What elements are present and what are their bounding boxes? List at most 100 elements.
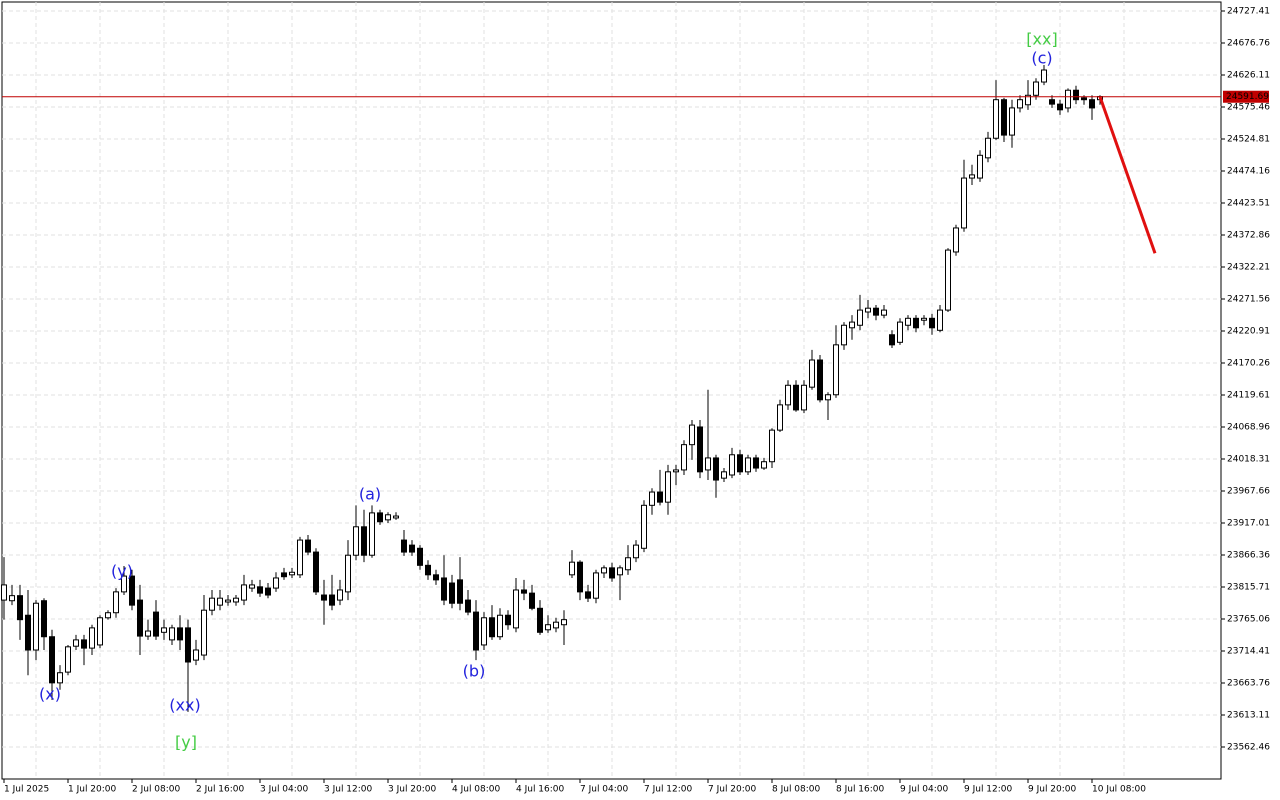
candle-body: [489, 617, 495, 638]
candle-body: [761, 461, 767, 469]
candle-body: [673, 469, 679, 473]
candle-body: [849, 321, 855, 329]
candle-body: [33, 602, 39, 651]
y-tick-label: 24322.21: [1227, 262, 1270, 272]
y-tick-label: 24018.31: [1227, 454, 1270, 464]
x-tick-label: 9 Jul 12:00: [964, 785, 1013, 795]
x-tick-label: 8 Jul 16:00: [836, 785, 885, 795]
x-tick-label: 3 Jul 04:00: [260, 785, 309, 795]
candle-body: [985, 137, 991, 159]
candle-body: [249, 584, 255, 589]
x-tick-label: 7 Jul 20:00: [708, 785, 757, 795]
y-tick-label: 24575.46: [1227, 102, 1270, 112]
candle-body: [41, 600, 47, 638]
candle-body: [1, 584, 7, 601]
candle-body: [833, 344, 839, 396]
candle-body: [553, 621, 559, 629]
x-tick-label: 7 Jul 12:00: [644, 785, 693, 795]
y-tick-label: 23967.66: [1227, 486, 1270, 496]
candle-body: [153, 611, 159, 637]
candle-body: [465, 599, 471, 613]
candle-body: [497, 614, 503, 638]
y-tick-label: 24271.56: [1227, 294, 1270, 304]
candle-body: [353, 526, 359, 556]
candle-body: [913, 317, 919, 329]
candle-body: [289, 571, 295, 576]
candle-body: [193, 649, 199, 661]
candle-body: [737, 454, 743, 473]
x-tick-label: 7 Jul 04:00: [580, 785, 629, 795]
wave-label: (a): [359, 485, 381, 504]
x-tick-label: 2 Jul 08:00: [132, 785, 181, 795]
wave-label: (y): [111, 562, 133, 581]
candle-body: [713, 457, 719, 481]
candle-body: [145, 630, 151, 637]
candle-body: [425, 564, 431, 576]
candle-body: [569, 561, 575, 576]
candle-body: [65, 646, 71, 673]
candle-body: [593, 572, 599, 599]
y-tick-label: 23714.41: [1227, 646, 1270, 656]
candle-body: [241, 584, 247, 601]
candle-body: [897, 321, 903, 343]
y-tick-label: 23917.01: [1227, 518, 1270, 528]
y-tick-label: 24372.86: [1227, 230, 1270, 240]
candle-body: [881, 309, 887, 316]
wave-label: (x): [39, 685, 61, 704]
x-tick-label: 3 Jul 20:00: [388, 785, 437, 795]
candle-body: [745, 457, 751, 473]
x-tick-label: 4 Jul 08:00: [452, 785, 501, 795]
candle-body: [57, 672, 63, 684]
current-price-label: 24591.69: [1226, 92, 1269, 102]
candle-body: [81, 639, 87, 649]
candle-body: [577, 561, 583, 593]
y-tick-label: 24676.76: [1227, 38, 1270, 48]
candle-body: [329, 594, 335, 606]
current-price-box: [1223, 90, 1269, 103]
candle-body: [137, 599, 143, 637]
projection-line: [1098, 96, 1157, 254]
y-tick-label: 24727.41: [1227, 6, 1270, 16]
candle-body: [801, 384, 807, 411]
candle-body: [521, 589, 527, 594]
candle-body: [1049, 99, 1055, 105]
candle-body: [161, 627, 167, 633]
candle-body: [121, 575, 127, 593]
candle-body: [449, 582, 455, 604]
y-tick-label: 23815.71: [1227, 582, 1270, 592]
y-tick-label: 23663.76: [1227, 678, 1270, 688]
x-tick-label: 9 Jul 04:00: [900, 785, 949, 795]
candle-body: [409, 544, 415, 553]
y-tick-label: 23866.36: [1227, 550, 1270, 560]
candle-body: [889, 334, 895, 346]
candle-body: [281, 572, 287, 578]
candle-body: [977, 154, 983, 179]
candle-body: [361, 526, 367, 556]
candle-body: [89, 627, 95, 649]
candle-body: [1065, 89, 1071, 109]
candle-body: [649, 491, 655, 506]
candle-body: [201, 609, 207, 656]
candle-body: [873, 307, 879, 316]
candle-body: [689, 424, 695, 446]
candle-body: [769, 429, 775, 463]
candle-body: [825, 394, 831, 401]
candle-body: [25, 614, 31, 651]
x-tick-label: 3 Jul 12:00: [324, 785, 373, 795]
candle-body: [1073, 89, 1079, 101]
candle-body: [473, 611, 479, 651]
candle-body: [441, 577, 447, 601]
candle-body: [505, 614, 511, 626]
candle-body: [705, 457, 711, 471]
y-tick-label: 24170.26: [1227, 358, 1270, 368]
wave-label: [xx]: [1026, 30, 1057, 49]
candle-body: [617, 567, 623, 576]
candle-body: [1081, 97, 1087, 101]
candle-body: [961, 177, 967, 229]
x-tick-label: 4 Jul 16:00: [516, 785, 565, 795]
candle-body: [1033, 81, 1039, 96]
candle-body: [1041, 69, 1047, 83]
candle-body: [129, 575, 135, 606]
